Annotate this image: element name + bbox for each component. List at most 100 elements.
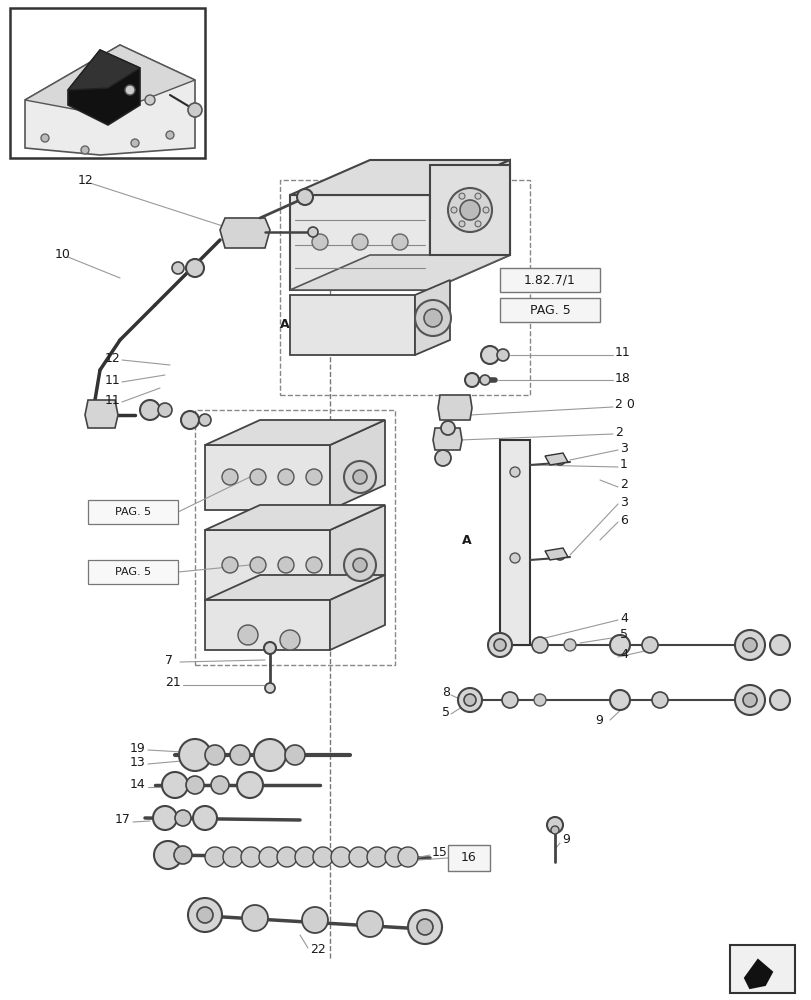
- Text: PAG. 5: PAG. 5: [115, 567, 151, 577]
- Circle shape: [277, 557, 294, 573]
- Text: 21: 21: [165, 676, 181, 690]
- Circle shape: [264, 642, 276, 654]
- Circle shape: [250, 557, 266, 573]
- Polygon shape: [744, 960, 771, 988]
- Circle shape: [186, 776, 204, 794]
- Text: 9: 9: [561, 833, 569, 846]
- Bar: [88, 560, 178, 584]
- Text: 10: 10: [55, 248, 71, 261]
- Polygon shape: [85, 400, 118, 428]
- Polygon shape: [329, 505, 384, 600]
- Circle shape: [501, 692, 517, 708]
- Text: 5: 5: [620, 628, 627, 642]
- Circle shape: [551, 826, 558, 834]
- Circle shape: [547, 817, 562, 833]
- Circle shape: [651, 692, 667, 708]
- Circle shape: [311, 234, 328, 250]
- Polygon shape: [329, 575, 384, 650]
- Circle shape: [204, 745, 225, 765]
- Text: 4: 4: [620, 611, 627, 624]
- Polygon shape: [430, 160, 509, 290]
- Circle shape: [312, 847, 333, 867]
- Text: 3: 3: [620, 442, 627, 454]
- Circle shape: [178, 739, 211, 771]
- Circle shape: [294, 847, 315, 867]
- Circle shape: [353, 470, 367, 484]
- Polygon shape: [290, 295, 414, 355]
- Circle shape: [531, 637, 547, 653]
- Text: 11: 11: [105, 373, 121, 386]
- Circle shape: [197, 907, 212, 923]
- Text: 11: 11: [105, 393, 121, 406]
- Polygon shape: [430, 165, 509, 255]
- Circle shape: [186, 259, 204, 277]
- Circle shape: [465, 373, 478, 387]
- Circle shape: [440, 421, 454, 435]
- Circle shape: [564, 639, 575, 651]
- Bar: [500, 298, 599, 322]
- Circle shape: [307, 227, 318, 237]
- Circle shape: [237, 772, 263, 798]
- Circle shape: [165, 131, 174, 139]
- Bar: [195, 410, 394, 665]
- Circle shape: [367, 847, 387, 867]
- Circle shape: [349, 847, 368, 867]
- Circle shape: [221, 557, 238, 573]
- Circle shape: [460, 200, 479, 220]
- Circle shape: [493, 639, 505, 651]
- Text: 2: 2: [620, 479, 627, 491]
- Text: 2: 2: [614, 426, 622, 438]
- Text: 12: 12: [105, 352, 121, 364]
- Circle shape: [277, 847, 297, 867]
- Polygon shape: [68, 50, 139, 125]
- Text: 2 0: 2 0: [614, 398, 634, 412]
- Text: 1.82.7/1: 1.82.7/1: [523, 273, 575, 286]
- Circle shape: [139, 400, 160, 420]
- Circle shape: [238, 625, 258, 645]
- Circle shape: [241, 847, 260, 867]
- Polygon shape: [25, 45, 195, 115]
- Circle shape: [351, 234, 367, 250]
- Circle shape: [172, 262, 184, 274]
- Circle shape: [742, 638, 756, 652]
- Text: PAG. 5: PAG. 5: [529, 304, 569, 316]
- Polygon shape: [329, 420, 384, 510]
- Circle shape: [448, 188, 491, 232]
- Circle shape: [154, 841, 182, 869]
- Polygon shape: [204, 420, 384, 445]
- Circle shape: [554, 550, 564, 560]
- Circle shape: [188, 898, 221, 932]
- Bar: [729, 945, 794, 993]
- Bar: [88, 500, 178, 524]
- Polygon shape: [204, 505, 384, 530]
- Text: 18: 18: [614, 371, 630, 384]
- Text: 17: 17: [115, 813, 131, 826]
- Circle shape: [188, 103, 202, 117]
- Text: 6: 6: [620, 514, 627, 526]
- Circle shape: [302, 907, 328, 933]
- Circle shape: [41, 134, 49, 142]
- Circle shape: [423, 309, 441, 327]
- Bar: [448, 845, 489, 871]
- Text: 4: 4: [620, 648, 627, 662]
- Circle shape: [297, 189, 312, 205]
- Polygon shape: [432, 428, 461, 450]
- Polygon shape: [500, 440, 530, 645]
- Circle shape: [534, 694, 545, 706]
- Text: 9: 9: [594, 713, 602, 726]
- Circle shape: [509, 467, 519, 477]
- Circle shape: [480, 346, 499, 364]
- Circle shape: [496, 349, 508, 361]
- Circle shape: [285, 745, 305, 765]
- Circle shape: [742, 693, 756, 707]
- Polygon shape: [290, 195, 430, 290]
- Text: 15: 15: [431, 846, 448, 859]
- Polygon shape: [290, 255, 509, 290]
- Circle shape: [277, 469, 294, 485]
- Text: 11: 11: [614, 347, 630, 360]
- Circle shape: [125, 85, 135, 95]
- Circle shape: [162, 772, 188, 798]
- Circle shape: [175, 810, 191, 826]
- Circle shape: [392, 234, 407, 250]
- Circle shape: [306, 557, 322, 573]
